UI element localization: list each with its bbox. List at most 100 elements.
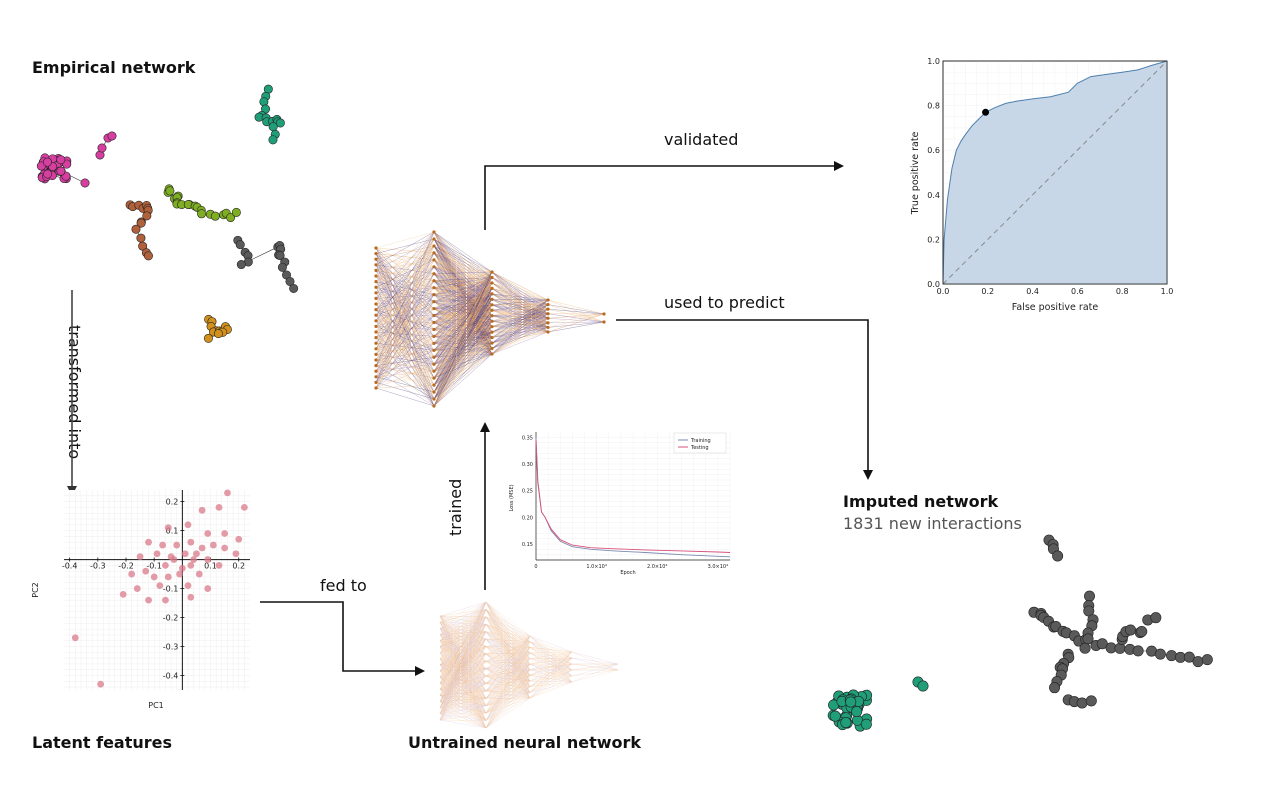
loss-ytick-label: 0.20	[522, 515, 533, 521]
trained-nn-edge	[491, 271, 549, 301]
imputed-node	[1132, 645, 1144, 657]
trained-nn-edge	[491, 288, 549, 301]
roc-ylabel: True positive rate	[910, 131, 921, 215]
untrained-nn-edge	[485, 616, 531, 637]
trained-nn-edge	[433, 271, 493, 316]
trained-nn-node	[432, 320, 436, 325]
trained-nn-edge	[491, 304, 549, 349]
pca-ytick-label: 0.2	[166, 498, 179, 507]
trained-nn-edge	[375, 384, 435, 389]
loss-ytick-label: 0.25	[522, 489, 533, 495]
untrained-nn-edge	[485, 669, 531, 721]
trained-nn-node	[490, 281, 494, 285]
untrained-nn-edge	[485, 641, 531, 721]
trained-nn-edge	[375, 245, 435, 260]
trained-nn-edge	[375, 231, 435, 282]
pca-point	[170, 556, 178, 563]
trained-nn-edge	[547, 321, 605, 333]
loss-xtick-label: 2.0×10⁴	[647, 564, 668, 570]
trained-nn-edge	[433, 288, 493, 400]
network-node	[42, 157, 52, 167]
untrained-nn-edge	[439, 601, 487, 629]
trained-nn-edge	[433, 299, 493, 393]
trained-nn-edge	[375, 238, 435, 321]
imputed-node	[840, 717, 852, 729]
untrained-nn-edge	[485, 635, 531, 684]
trained-nn-node	[374, 319, 378, 323]
trained-nn-edge	[433, 282, 493, 407]
trained-nn-edge	[375, 245, 435, 344]
trained-nn-edge	[375, 252, 435, 366]
untrained-nn-edge	[439, 638, 487, 721]
trained-nn-node	[490, 319, 494, 323]
pca-point	[240, 503, 248, 511]
network-node	[80, 178, 90, 188]
loss-ytick-label: 0.15	[522, 542, 533, 548]
untrained-nn-edge	[485, 601, 531, 637]
trained-nn-edge	[433, 282, 493, 400]
trained-nn-node	[490, 330, 494, 334]
imputed-node	[1201, 654, 1213, 666]
untrained-nn-edge	[485, 635, 531, 729]
network-node	[268, 135, 278, 145]
trained-nn-edge	[491, 277, 549, 301]
trained-nn-edge	[491, 318, 549, 344]
untrained-nn-edge	[529, 675, 573, 699]
trained-nn-edge	[547, 321, 605, 324]
trained-nn-node	[546, 312, 550, 316]
brown-cluster	[125, 200, 153, 261]
validated-label: validated	[664, 130, 739, 149]
untrained-nn-edge	[439, 668, 487, 721]
untrained-nn-edge	[485, 624, 531, 642]
trained-nn-node	[432, 272, 436, 276]
untrained-nn-edge	[439, 601, 487, 641]
trained-nn-node	[546, 298, 550, 302]
roc-ytick-label: 0.2	[927, 235, 940, 244]
untrained-nn-edge	[439, 609, 487, 708]
trained-nn-edge	[375, 259, 435, 389]
trained-nn-node	[546, 330, 550, 334]
pca-ylabel: PC2	[31, 582, 40, 598]
untrained-nn-edge	[485, 631, 531, 637]
trained-nn-edge	[547, 313, 605, 324]
loss-xtick-label: 0	[534, 564, 537, 570]
untrained-nn-edge	[485, 652, 531, 714]
loss-legend: Training Testing	[673, 432, 727, 454]
untrained-nn-edge	[571, 651, 619, 665]
arrow-used-to-predict	[616, 319, 873, 480]
trained-nn-edge	[433, 271, 493, 281]
trained-nn-edge	[491, 299, 549, 333]
pca-point	[221, 530, 229, 537]
trained-nn-edge	[375, 266, 435, 377]
gray-cluster	[233, 235, 299, 293]
untrained-nn-edge	[485, 669, 531, 729]
trained-nn-edge	[375, 238, 435, 271]
pca-xtick-label: -0.1	[146, 562, 162, 571]
untrained-nn-edge	[439, 601, 487, 659]
imputed-node	[1125, 624, 1137, 636]
pca-point	[128, 570, 136, 578]
untrained-nn-edge	[485, 601, 531, 642]
trained-nn-edge	[375, 231, 435, 383]
trained-nn-edge	[375, 280, 435, 372]
trained-nn-node	[546, 316, 550, 320]
pca-point	[164, 524, 172, 532]
network-node	[275, 118, 285, 128]
untrained-nn-edge	[439, 601, 487, 617]
trained-nn-edge	[433, 277, 493, 407]
trained-nn-nodes	[374, 230, 606, 408]
untrained-nn-edge	[485, 664, 531, 729]
trained-nn-node	[432, 306, 436, 311]
trained-nn-edge	[491, 308, 549, 344]
trained-nn-node	[490, 308, 494, 312]
trained-nn-node	[374, 347, 378, 351]
pca-point	[195, 570, 203, 578]
trained-nn-node	[374, 364, 378, 368]
trained-nn-edge	[375, 238, 435, 305]
trained-nn-node	[374, 285, 378, 289]
imputed-node	[1082, 633, 1094, 645]
pca-point	[159, 541, 167, 549]
trained-nn-edge	[491, 304, 549, 338]
trained-nn-node	[374, 369, 378, 373]
trained-nn-node	[432, 327, 436, 332]
